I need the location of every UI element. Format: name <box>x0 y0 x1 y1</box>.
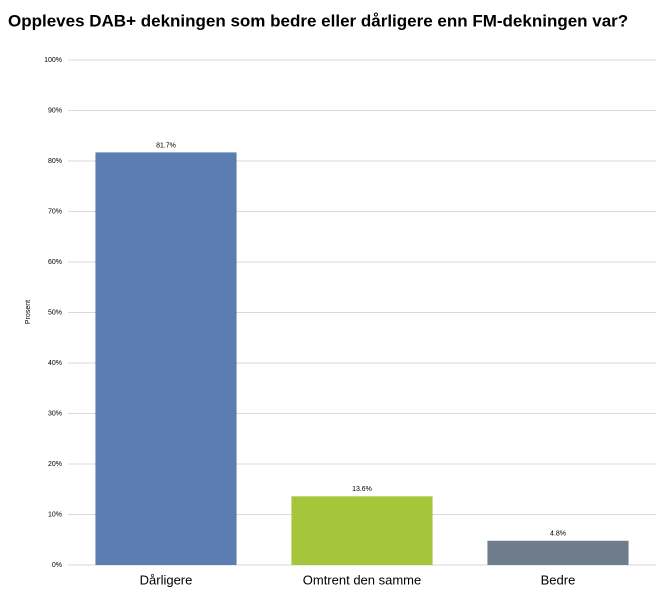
bar <box>291 496 433 565</box>
y-tick-label: 80% <box>48 158 62 165</box>
y-tick-label: 70% <box>48 208 62 215</box>
value-label: 81.7% <box>156 142 176 149</box>
bar <box>487 540 629 565</box>
value-label: 4.8% <box>550 531 566 538</box>
y-tick-label: 0% <box>52 562 62 569</box>
y-tick-label: 40% <box>48 360 62 367</box>
y-tick-label: 20% <box>48 461 62 468</box>
y-tick-label: 100% <box>44 57 62 64</box>
bar <box>95 152 237 566</box>
x-tick-label: Bedre <box>541 572 576 587</box>
y-axis-label: Prosent <box>25 300 32 324</box>
y-tick-label: 10% <box>48 511 62 518</box>
y-tick-label: 50% <box>48 309 62 316</box>
y-tick-label: 90% <box>48 107 62 114</box>
y-tick-label: 30% <box>48 410 62 417</box>
x-tick-label: Omtrent den samme <box>303 572 422 587</box>
y-tick-label: 60% <box>48 259 62 266</box>
value-label: 13.6% <box>352 486 372 493</box>
chart-title: Oppleves DAB+ dekningen som bedre eller … <box>8 11 628 30</box>
x-tick-label: Dårligere <box>140 572 193 587</box>
